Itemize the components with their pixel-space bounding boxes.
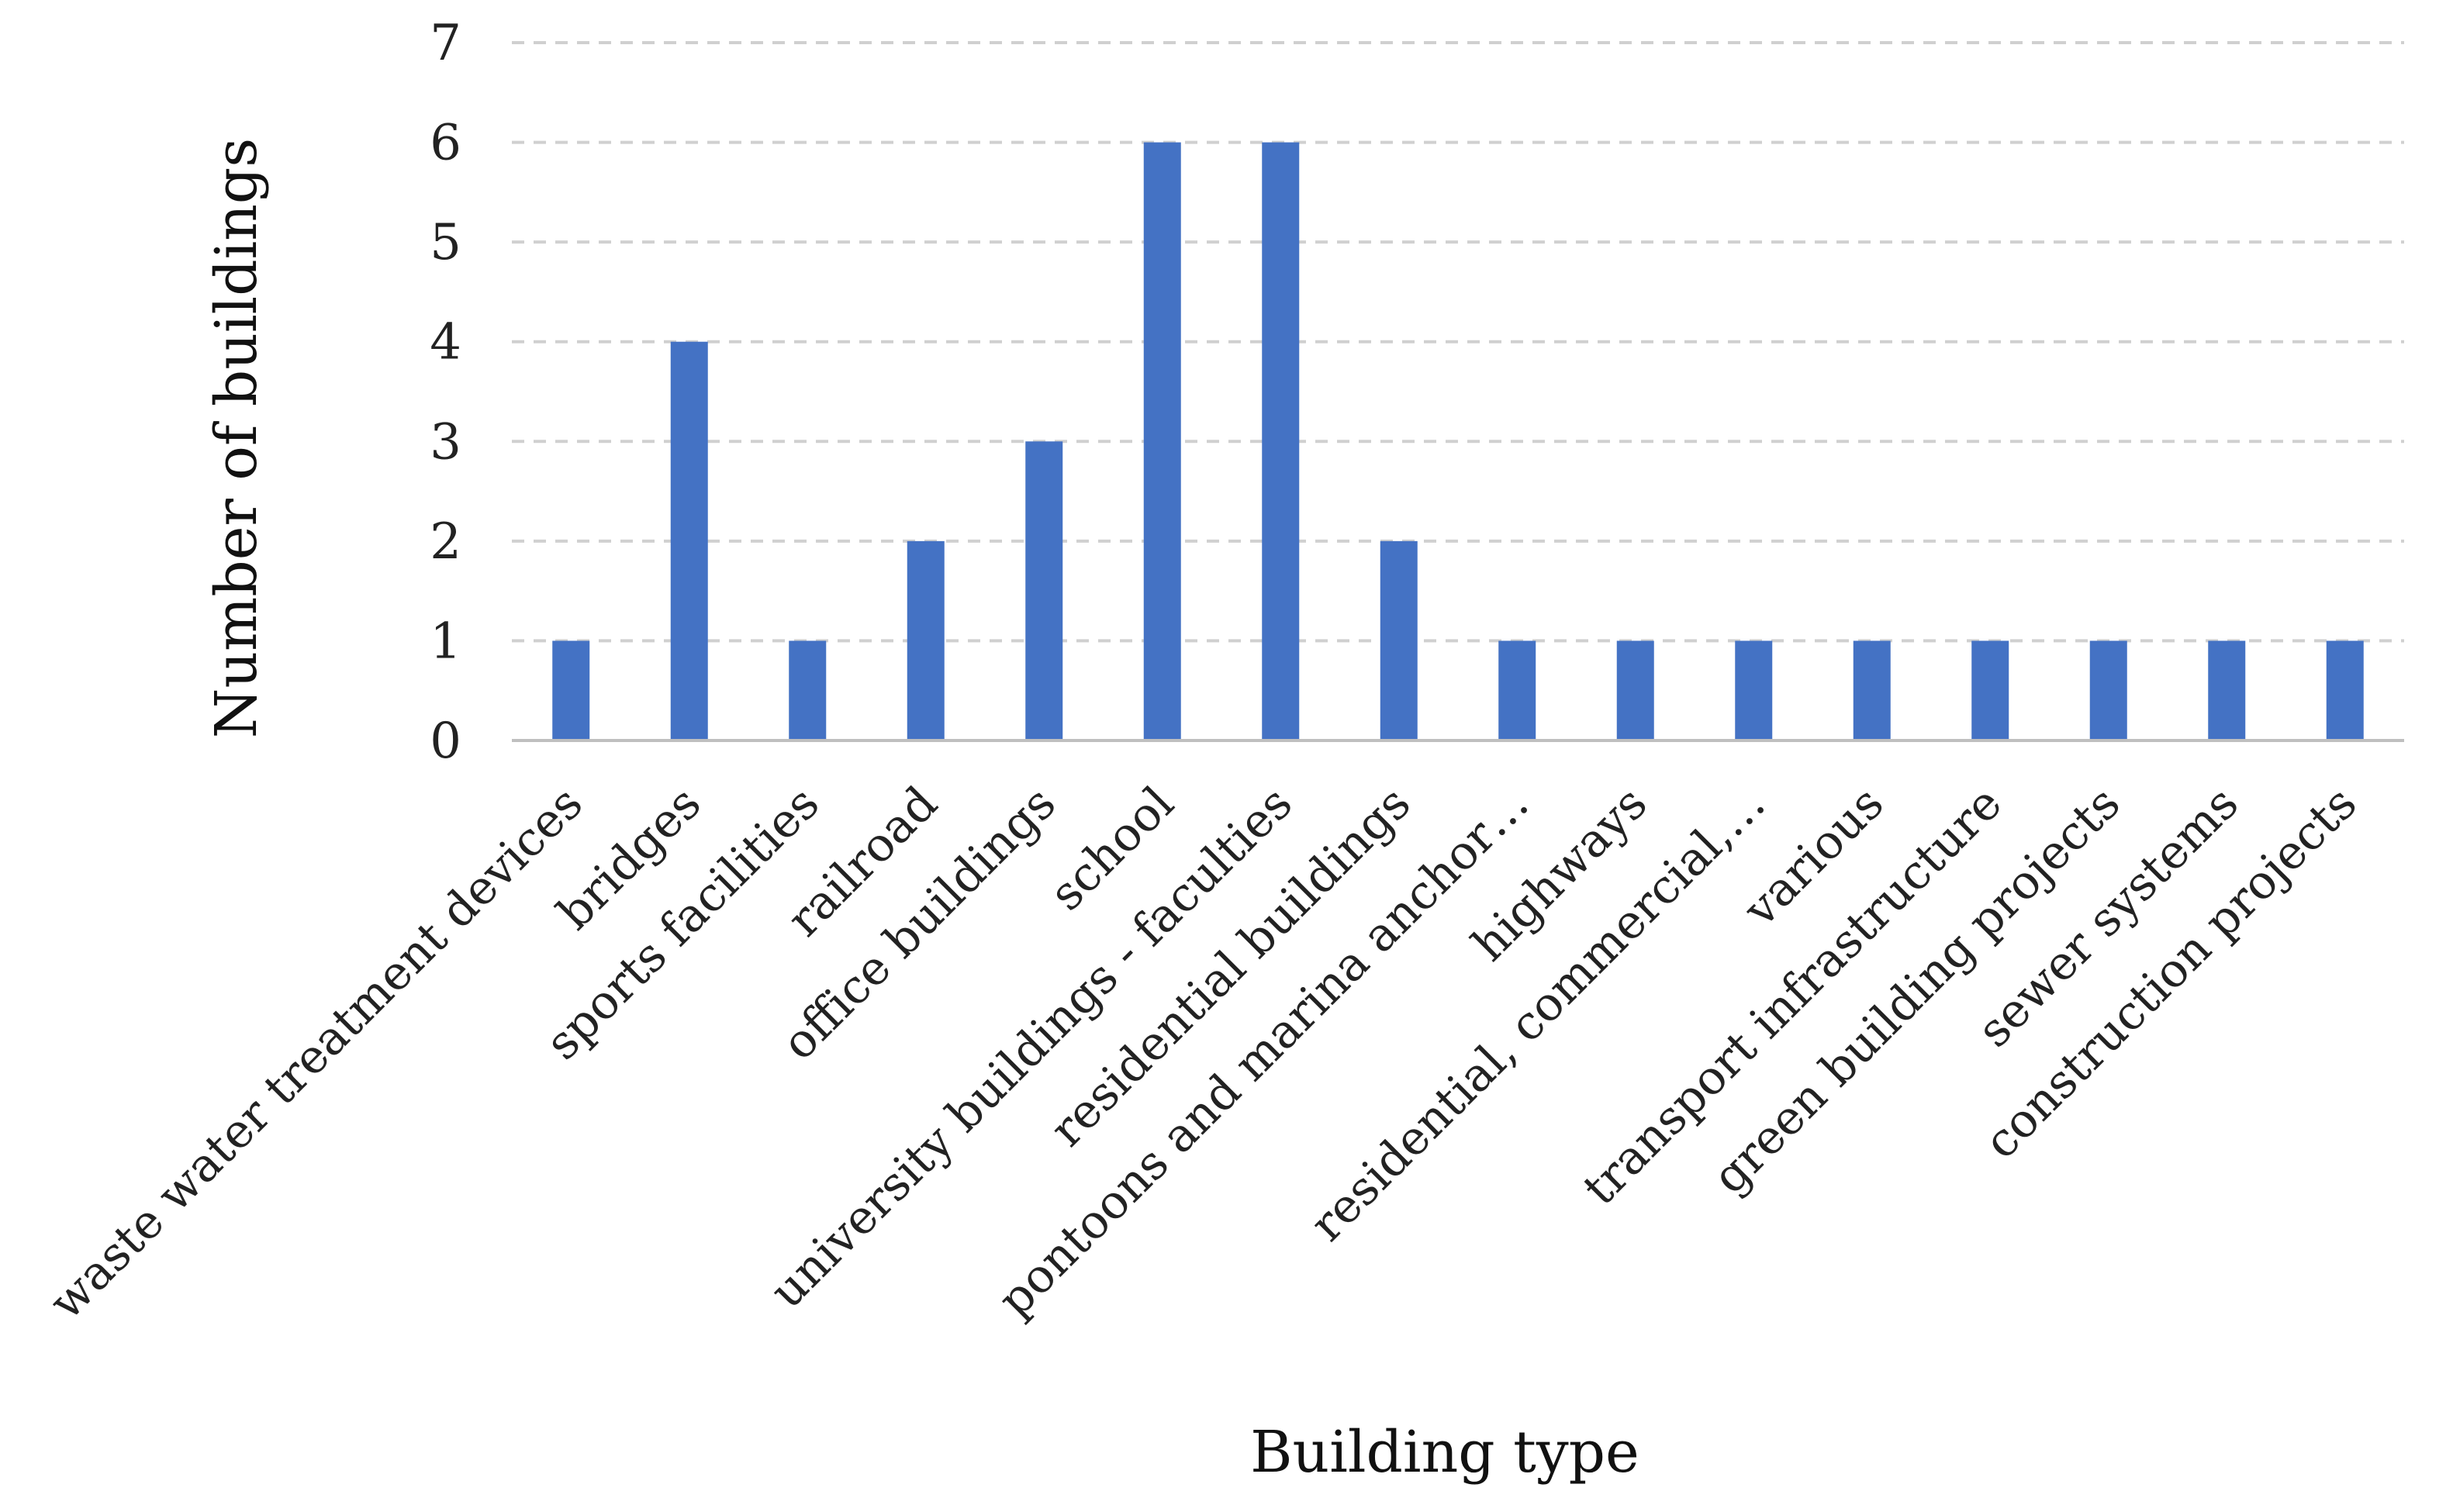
- bar: [2326, 640, 2364, 740]
- bar: [907, 540, 945, 740]
- bar: [1971, 640, 2009, 740]
- x-category-labels: waste water treatment devicesbridgesspor…: [39, 776, 2367, 1330]
- bar: [1616, 640, 1654, 740]
- gridlines: [512, 41, 2404, 643]
- x-category-label: waste water treatment devices: [39, 776, 593, 1330]
- y-axis-title: Number of buildings: [203, 138, 270, 739]
- bar: [1262, 142, 1300, 741]
- y-tick-label: 2: [430, 513, 461, 571]
- bar: [1498, 640, 1536, 740]
- y-tick-labels: 0 1 2 3 4 5 6 7: [430, 15, 461, 770]
- bar: [2208, 640, 2246, 740]
- bars: [552, 142, 2364, 741]
- bar: [1143, 142, 1181, 741]
- bar: [670, 341, 708, 740]
- y-tick-label: 5: [430, 214, 461, 271]
- x-axis-title: Building type: [1250, 1419, 1639, 1486]
- bar: [1853, 640, 1891, 740]
- y-tick-label: 1: [430, 613, 461, 670]
- y-tick-label: 4: [430, 314, 461, 371]
- bar: [2089, 640, 2127, 740]
- y-tick-label: 6: [430, 115, 461, 172]
- y-tick-label: 0: [430, 713, 461, 770]
- y-tick-label: 7: [430, 15, 461, 72]
- bar: [789, 640, 827, 740]
- bar: [552, 640, 590, 740]
- bar: [1380, 540, 1418, 740]
- y-tick-label: 3: [430, 413, 461, 471]
- bar: [1025, 441, 1063, 740]
- bar: [1735, 640, 1773, 740]
